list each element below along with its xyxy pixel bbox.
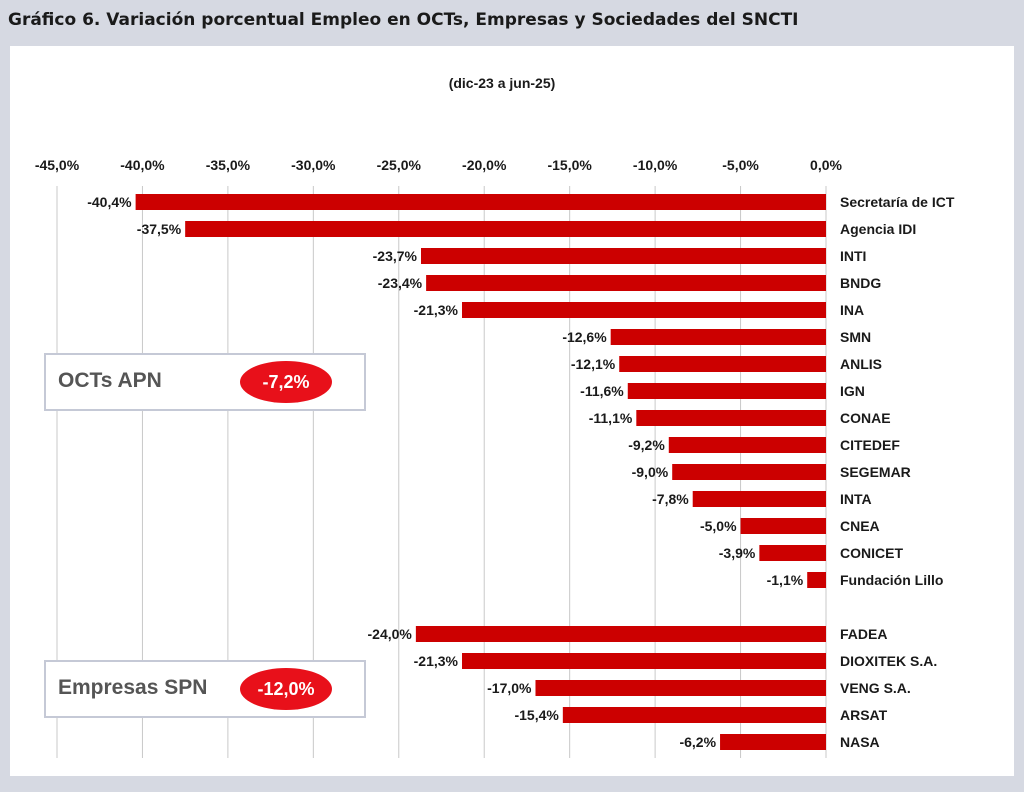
summary-box-empresas: Empresas SPN -12,0%: [44, 660, 366, 718]
x-tick-label: -25,0%: [377, 157, 422, 173]
data-label: -6,2%: [679, 734, 716, 750]
bar: [740, 518, 826, 534]
bars: -40,4% Secretaría de ICT -37,5% Agencia IDI…: [87, 194, 955, 750]
data-label: -7,8%: [652, 491, 689, 507]
bar: [692, 491, 826, 507]
category-label: IGN: [840, 383, 865, 399]
bar: [415, 626, 826, 642]
category-label: CONAE: [840, 410, 891, 426]
bar: [135, 194, 826, 210]
data-label: -21,3%: [414, 302, 459, 318]
data-label: -9,2%: [628, 437, 665, 453]
x-tick-label: -15,0%: [547, 157, 592, 173]
data-label: -40,4%: [87, 194, 132, 210]
x-tick-label: -20,0%: [462, 157, 507, 173]
category-label: Fundación Lillo: [840, 572, 943, 588]
category-label: VENG S.A.: [840, 680, 911, 696]
data-label: -1,1%: [767, 572, 804, 588]
x-tick-label: -45,0%: [35, 157, 80, 173]
bar: [619, 356, 826, 372]
bar: [185, 221, 826, 237]
category-label: ARSAT: [840, 707, 888, 723]
bar: [759, 545, 826, 561]
summary-badge-empresas: -12,0%: [240, 668, 332, 710]
data-label: -9,0%: [632, 464, 669, 480]
summary-badge-octs: -7,2%: [240, 361, 332, 403]
category-label: INTI: [840, 248, 866, 264]
chart-panel: (dic-23 a jun-25) -45,0% -40,0% -35,0% -30,…: [10, 46, 1014, 776]
chart-subtitle: (dic-23 a jun-25): [449, 75, 556, 91]
bar-chart: (dic-23 a jun-25) -45,0% -40,0% -35,0% -30,…: [35, 75, 955, 758]
bar: [462, 302, 826, 318]
category-label: NASA: [840, 734, 880, 750]
data-label: -37,5%: [137, 221, 182, 237]
summary-box-octs: OCTs APN -7,2%: [44, 353, 366, 411]
category-label: CNEA: [840, 518, 880, 534]
bar: [462, 653, 826, 669]
bar: [672, 464, 826, 480]
x-tick-label: -10,0%: [633, 157, 678, 173]
bar: [636, 410, 826, 426]
bar: [668, 437, 826, 453]
data-label: -23,4%: [378, 275, 423, 291]
category-label: CITEDEF: [840, 437, 900, 453]
data-label: -17,0%: [487, 680, 532, 696]
bar: [535, 680, 826, 696]
data-label: -23,7%: [373, 248, 418, 264]
data-label: -24,0%: [368, 626, 413, 642]
summary-label-empresas: Empresas SPN: [58, 676, 208, 699]
data-label: -12,6%: [562, 329, 607, 345]
category-label: SMN: [840, 329, 871, 345]
bar: [627, 383, 826, 399]
data-label: -11,6%: [580, 383, 624, 399]
x-tick-label: -35,0%: [206, 157, 251, 173]
x-axis: -45,0% -40,0% -35,0% -30,0% -25,0% -20,0% -15,…: [35, 157, 843, 173]
bar: [562, 707, 826, 723]
bar: [807, 572, 826, 588]
summary-label-octs: OCTs APN: [58, 369, 162, 392]
x-tick-label: -40,0%: [120, 157, 165, 173]
chart-title: Gráfico 6. Variación porcentual Empleo e…: [8, 10, 799, 30]
category-label: ANLIS: [840, 356, 882, 372]
category-label: BNDG: [840, 275, 881, 291]
category-label: DIOXITEK S.A.: [840, 653, 937, 669]
bar: [426, 275, 826, 291]
x-tick-label: -30,0%: [291, 157, 336, 173]
data-label: -12,1%: [571, 356, 616, 372]
x-tick-label: -5,0%: [722, 157, 759, 173]
data-label: -5,0%: [700, 518, 737, 534]
category-label: INTA: [840, 491, 872, 507]
data-label: -11,1%: [589, 410, 633, 426]
category-label: FADEA: [840, 626, 887, 642]
bar: [720, 734, 826, 750]
category-label: Secretaría de ICT: [840, 194, 955, 210]
category-label: CONICET: [840, 545, 903, 561]
category-label: INA: [840, 302, 864, 318]
x-tick-label: 0,0%: [810, 157, 842, 173]
category-label: SEGEMAR: [840, 464, 911, 480]
category-label: Agencia IDI: [840, 221, 916, 237]
bar: [420, 248, 826, 264]
data-label: -15,4%: [514, 707, 559, 723]
data-label: -3,9%: [719, 545, 756, 561]
data-label: -21,3%: [414, 653, 459, 669]
bar: [610, 329, 826, 345]
